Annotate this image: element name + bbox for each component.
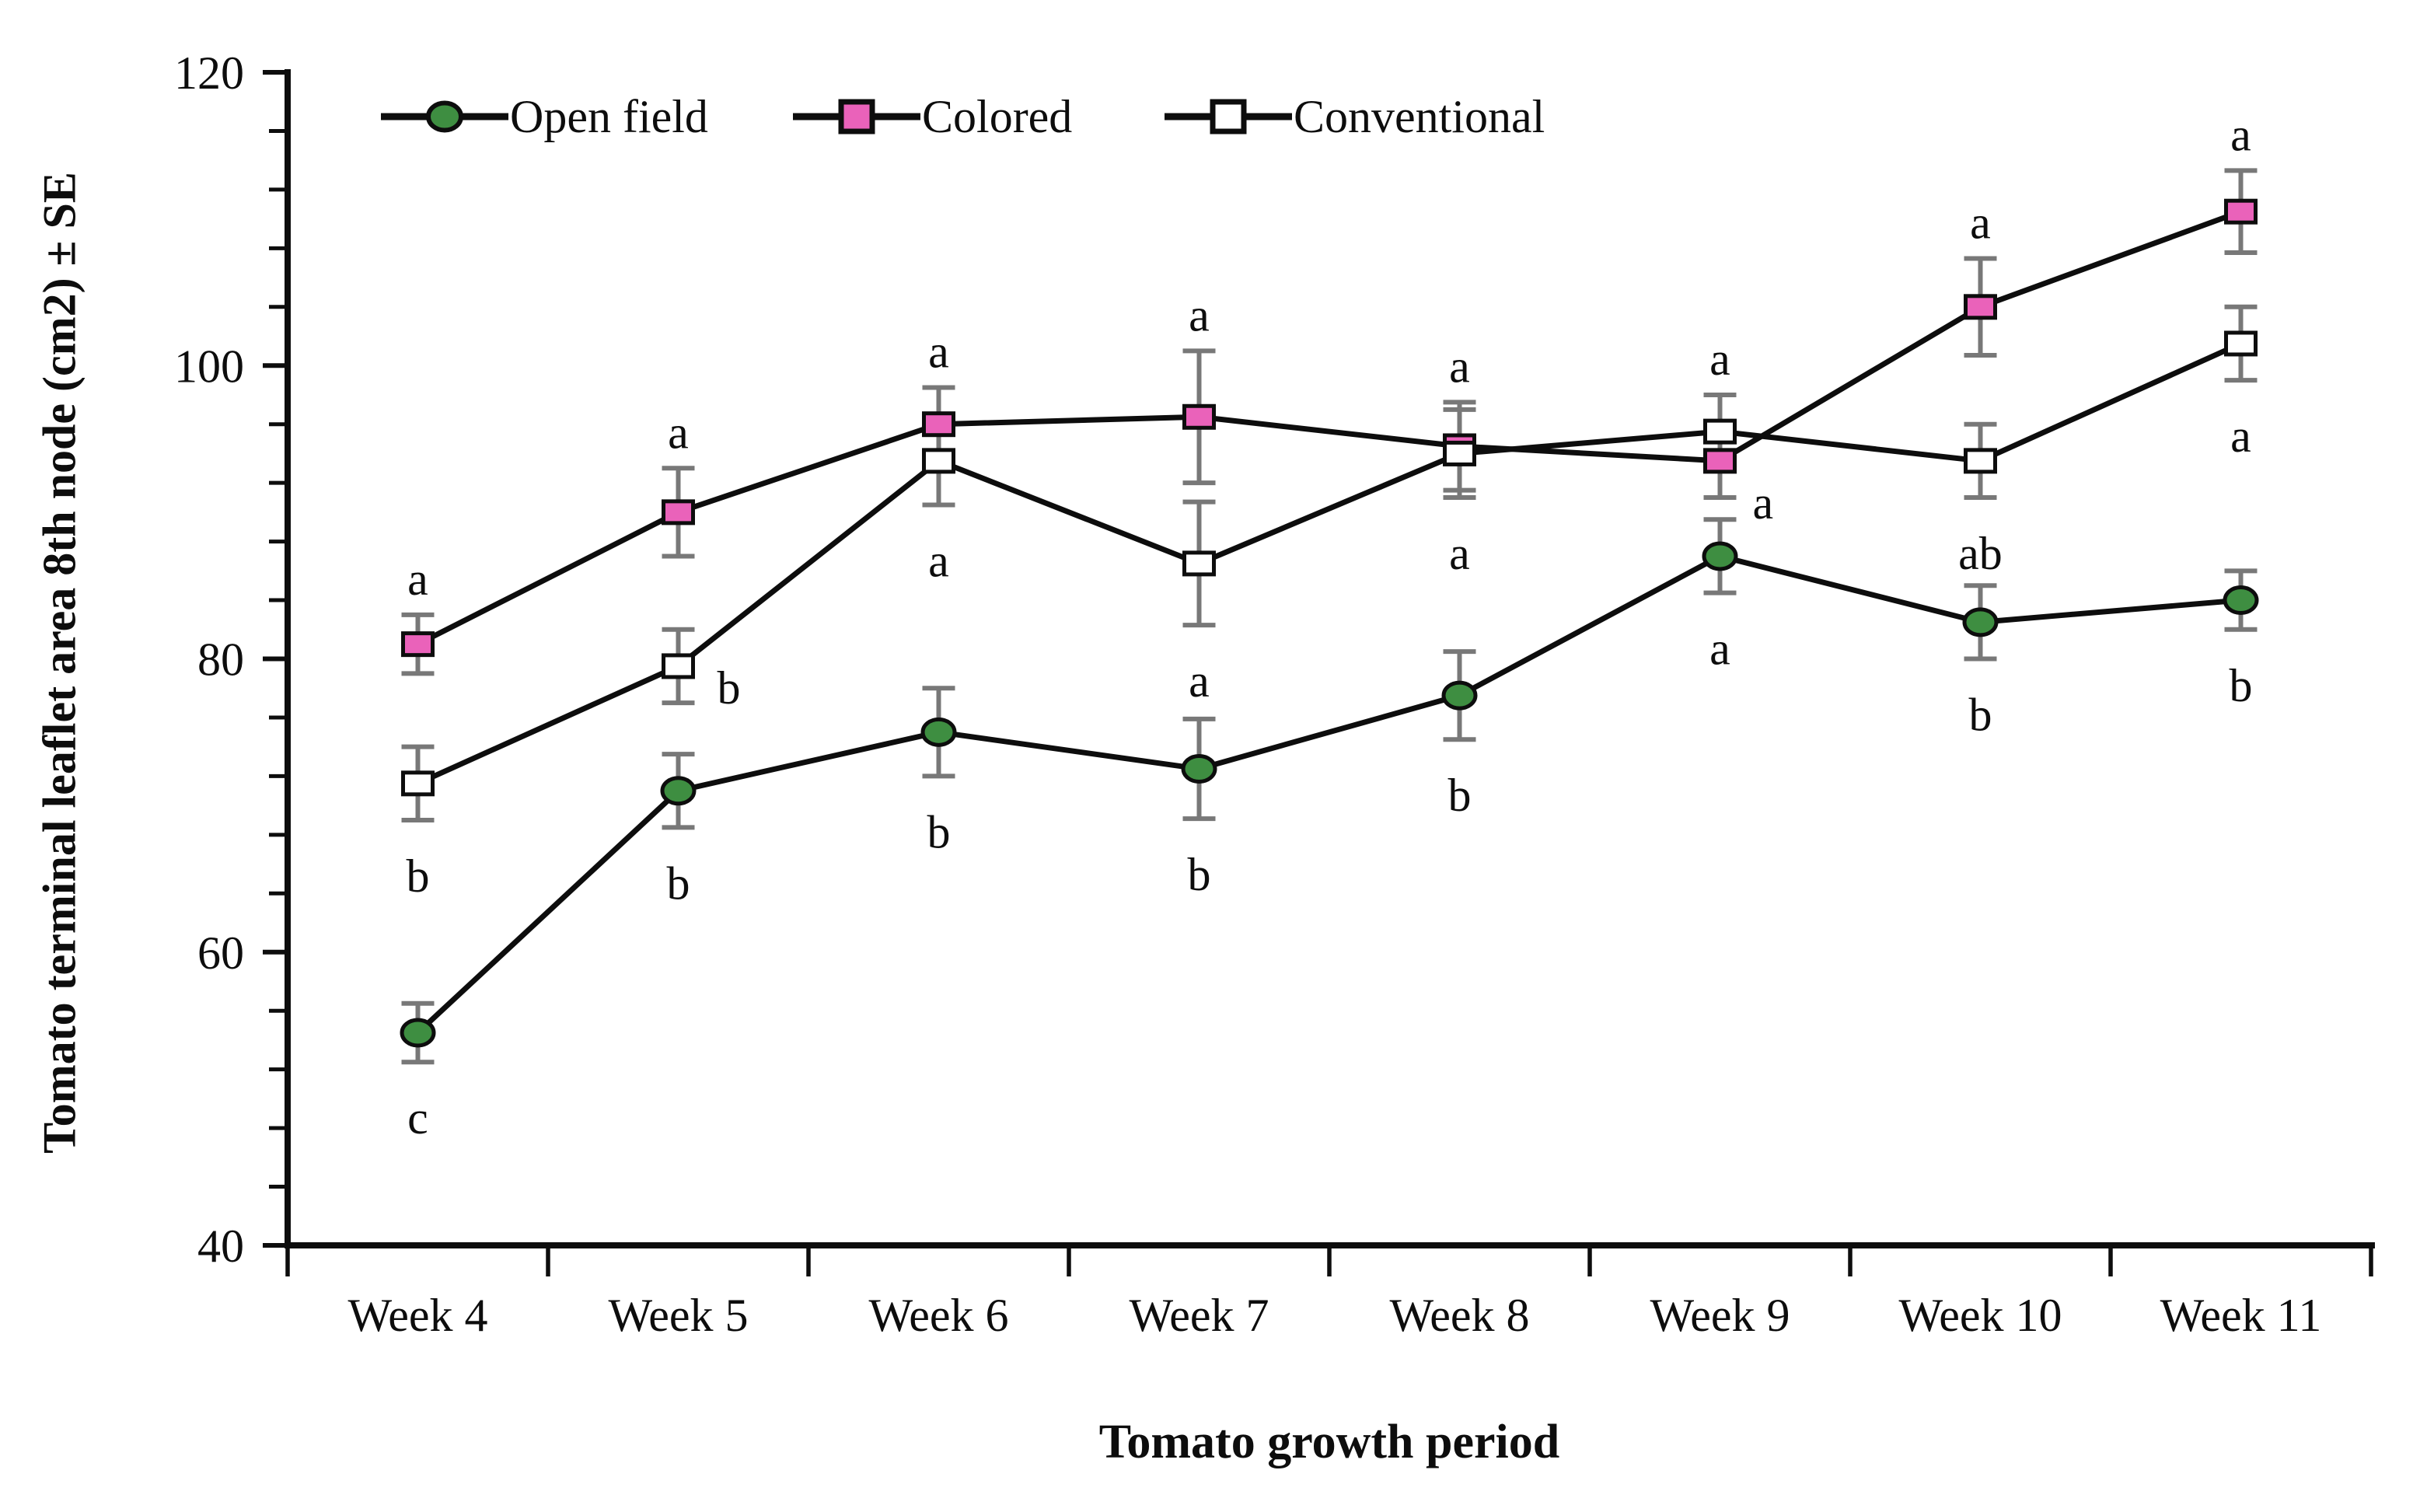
x-tick-label: Week 6 — [868, 1290, 1008, 1341]
significance-letter: a — [1970, 197, 1991, 249]
x-tick-label: Week 4 — [347, 1290, 487, 1341]
significance-letter: a — [668, 407, 689, 458]
data-point-marker — [1181, 753, 1217, 784]
open-field-marker-icon — [381, 100, 508, 133]
significance-letter: b — [407, 850, 430, 902]
significance-letter: b — [718, 662, 741, 714]
significance-letter: b — [2230, 660, 2253, 711]
y-tick-label: 80 — [197, 634, 244, 686]
legend-label-open-field: Open field — [510, 91, 708, 142]
x-tick-label: Week 11 — [2160, 1290, 2322, 1341]
data-point-marker — [662, 499, 695, 526]
colored-marker-icon — [793, 99, 920, 134]
significance-letter: a — [2230, 109, 2251, 160]
y-tick-label: 120 — [174, 47, 244, 99]
data-point-marker — [401, 770, 435, 797]
significance-letter: a — [1189, 655, 1210, 707]
significance-letter: c — [407, 1092, 428, 1144]
data-point-marker — [1703, 448, 1737, 474]
data-point-marker — [1182, 403, 1216, 430]
significance-letter: b — [667, 857, 690, 909]
significance-letter: b — [927, 806, 951, 857]
series-line-colored — [416, 208, 2242, 647]
legend-label-colored: Colored — [922, 91, 1073, 142]
data-point-marker — [2224, 330, 2258, 357]
x-tick-label: Week 7 — [1129, 1290, 1269, 1341]
conventional-marker-icon — [1165, 99, 1292, 134]
data-point-marker — [400, 1018, 436, 1048]
significance-letter: a — [1449, 528, 1470, 579]
data-point-marker — [662, 653, 695, 679]
y-tick-label: 40 — [197, 1220, 244, 1272]
data-point-marker — [920, 717, 957, 747]
data-point-marker — [1964, 448, 1997, 474]
series-line-conventional — [417, 340, 2242, 787]
data-point-marker — [922, 411, 955, 438]
significance-letter: a — [407, 553, 428, 605]
significance-letter: a — [1709, 333, 1730, 385]
x-tick-label: Week 10 — [1898, 1290, 2062, 1341]
legend-item-open-field: Open field — [379, 84, 708, 149]
y-axis-title: Tomato terminal leaflet area 8th node (c… — [33, 172, 86, 1154]
significance-letter: ab — [1958, 528, 2003, 579]
significance-letter: a — [1189, 289, 1210, 340]
data-point-marker — [2223, 585, 2259, 616]
x-tick-label: Week 5 — [608, 1290, 748, 1341]
data-point-marker — [1702, 541, 1738, 571]
x-tick-label: Week 8 — [1389, 1290, 1529, 1341]
data-point-marker — [1703, 418, 1737, 445]
series-line-open-field — [416, 553, 2241, 1035]
significance-letter: a — [928, 535, 949, 586]
data-point-marker — [922, 448, 955, 474]
data-point-marker — [660, 776, 697, 806]
data-point-marker — [1182, 550, 1216, 577]
data-point-marker — [1964, 294, 1997, 320]
x-axis-title: Tomato growth period — [1098, 1416, 1560, 1468]
legend-label-conventional: Conventional — [1294, 91, 1545, 142]
significance-letter: a — [2230, 410, 2251, 462]
significance-letter: a — [1709, 623, 1730, 675]
data-point-marker — [1441, 680, 1478, 711]
x-tick-label: Week 9 — [1650, 1290, 1790, 1341]
significance-letter: b — [1188, 849, 1211, 900]
significance-letter: a — [928, 326, 949, 378]
significance-letter: a — [1449, 340, 1470, 392]
legend-item-conventional: Conventional — [1163, 84, 1545, 149]
data-point-marker — [1443, 440, 1476, 466]
y-tick-label: 60 — [197, 927, 244, 979]
data-point-marker — [401, 631, 435, 658]
y-tick-label: 100 — [174, 340, 244, 392]
significance-letter: b — [1969, 690, 1992, 741]
data-point-marker — [2224, 198, 2258, 225]
legend-item-colored: Colored — [791, 84, 1072, 149]
data-point-marker — [1962, 607, 1999, 637]
significance-letter: a — [1753, 477, 1774, 529]
significance-letter: b — [1448, 770, 1472, 821]
